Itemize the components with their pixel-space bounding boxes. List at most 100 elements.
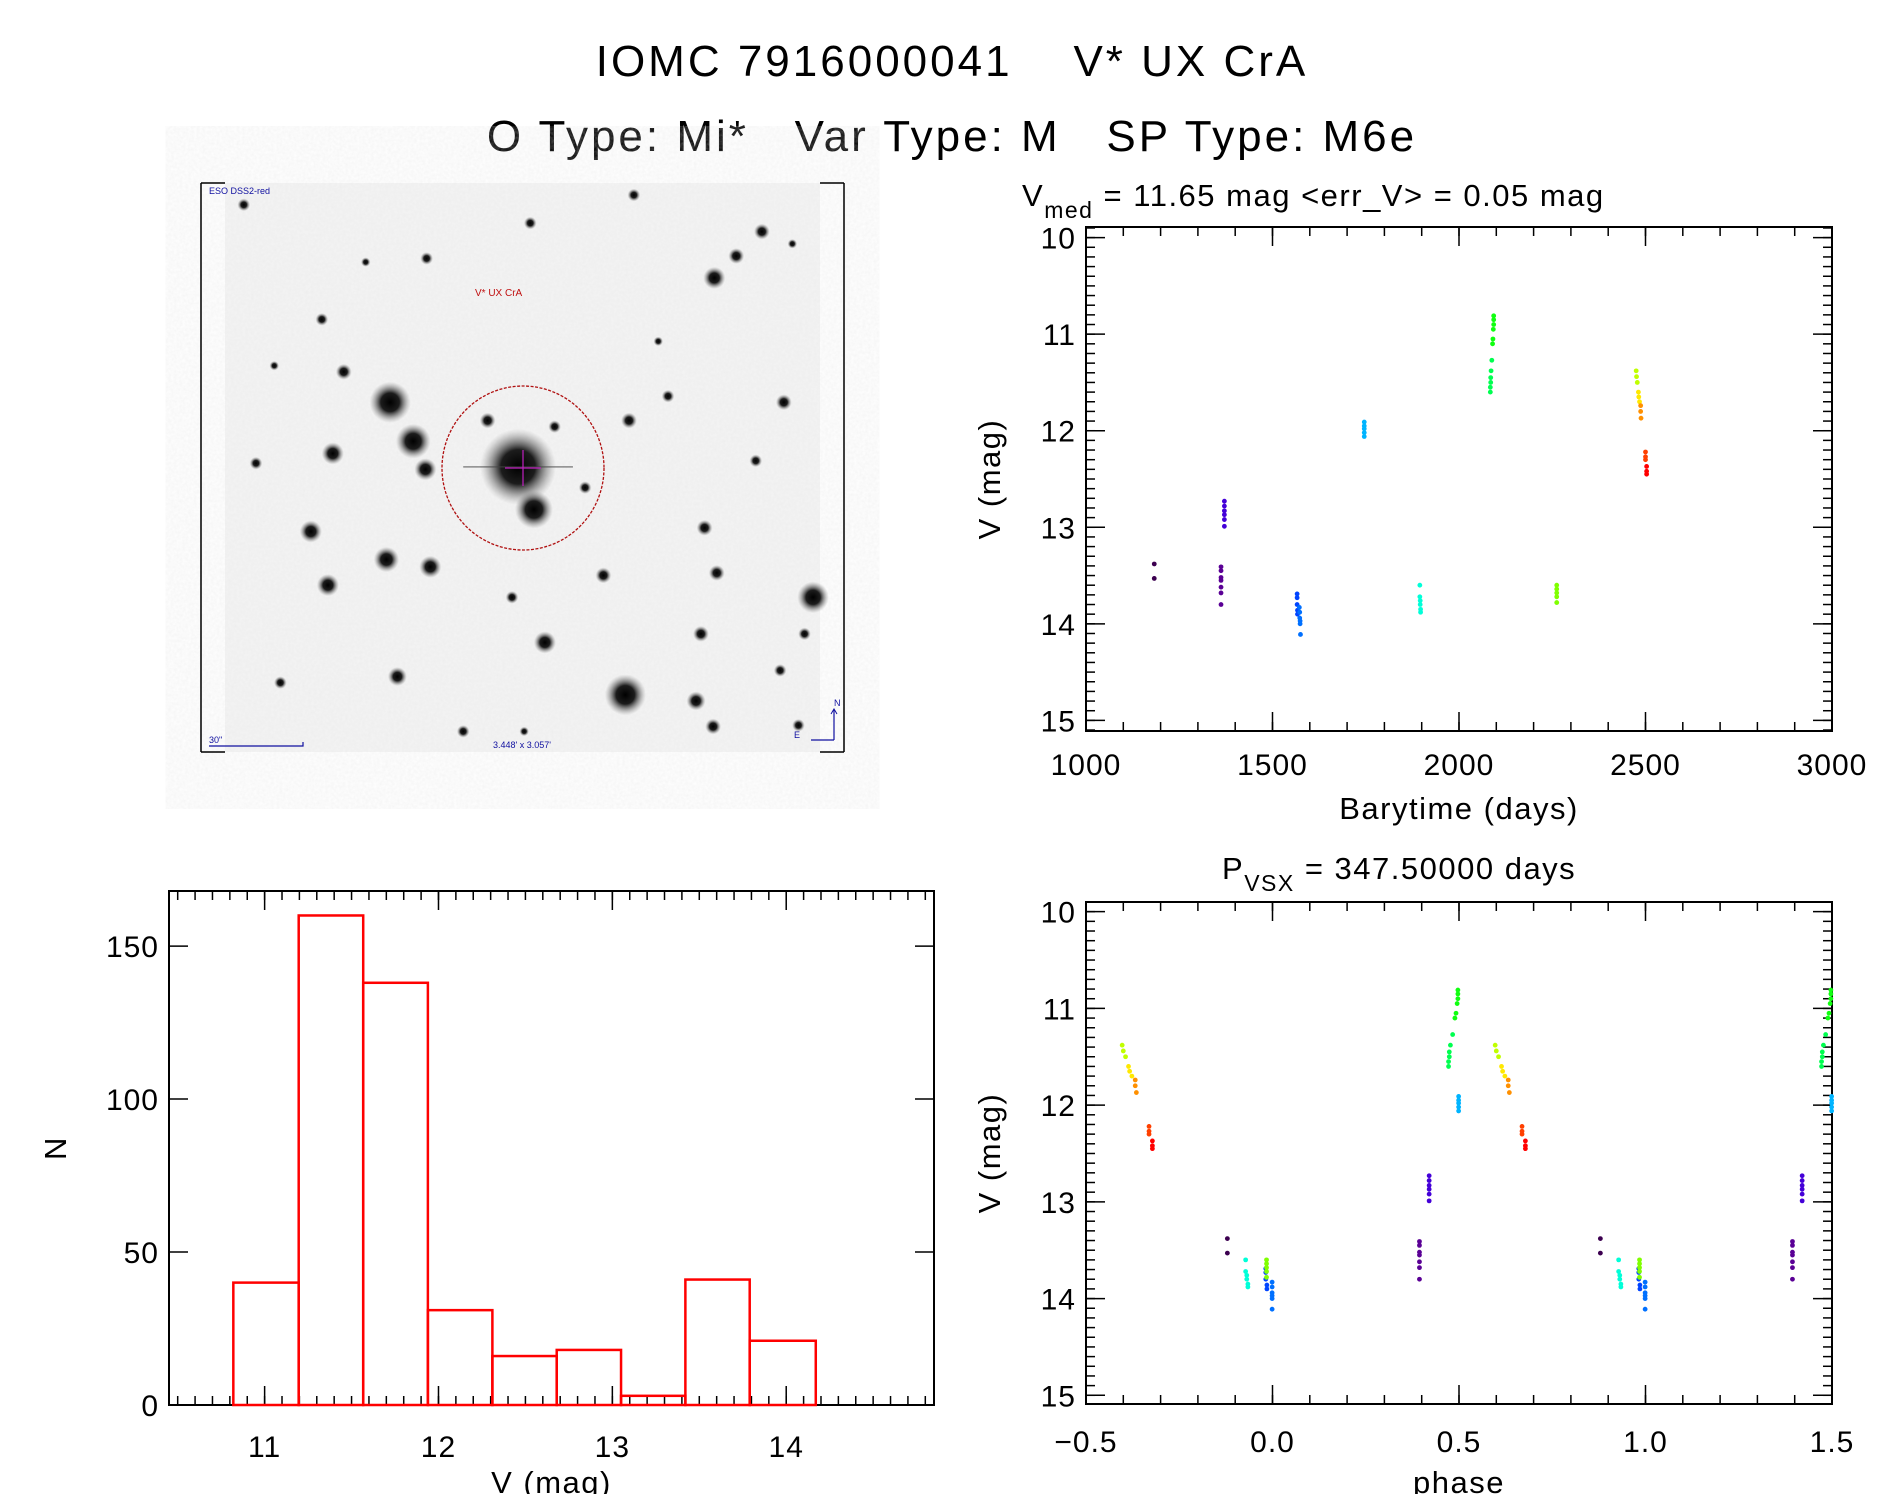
lightcurve-point [1218,584,1224,590]
lightcurve-y-tick-label: 11 [1043,319,1076,352]
lightcurve-point [1643,457,1648,463]
phased-x-tick-label: 1.5 [1810,1426,1855,1459]
lightcurve-point [1636,394,1642,400]
phased-point [1519,1131,1525,1137]
star [548,420,561,433]
phased-point [1456,1094,1462,1099]
phased-point [1642,1296,1648,1301]
histogram-plot: 11 12 13 14 0 50 100 150 V (mag) N [38,890,935,1494]
phased-point [1618,1284,1624,1290]
lightcurve-point [1418,609,1423,615]
lightcurve-point [1221,508,1227,514]
phased-point [1455,996,1461,1002]
phased-point [1417,1242,1422,1248]
lightcurve-title-rest: = 11.65 mag <err_V> = 0.05 mag [1093,178,1604,213]
phased-point [1454,1001,1460,1006]
histogram-bar [619,1394,687,1407]
phased-point [1790,1276,1795,1282]
phased-x-tick-label: 0.0 [1250,1426,1295,1459]
lightcurve-point [1488,368,1494,374]
phased-point [1450,1032,1456,1037]
phased-x-tick-label: 0.5 [1437,1426,1482,1459]
lightcurve-point [1221,512,1227,518]
star-field [237,188,829,738]
lightcurve-point [1643,449,1648,455]
lightcurve-x-tick-label: 1500 [1237,749,1308,782]
lightcurve-y-tick-label: 10 [1041,223,1076,256]
lightcurve-point [1490,341,1495,347]
histogram-bar [361,981,430,1407]
lightcurve-point [1151,561,1157,567]
star [321,442,344,465]
survey-label: ESO DSS2-red [209,186,270,196]
star [360,257,371,267]
phased-point [1492,1042,1498,1048]
phased-point [1269,1296,1275,1301]
phased-point [1426,1191,1432,1197]
phased-point [1493,1048,1499,1054]
phased-point [1790,1259,1795,1265]
lightcurve-point [1297,621,1303,627]
phased-point [1829,1108,1835,1114]
phased-point [1456,1100,1462,1106]
phased-point [1149,1138,1155,1144]
lightcurve-y-tick-label: 15 [1041,705,1076,738]
lightcurve-point [1218,602,1224,607]
phased-point [1637,1274,1642,1280]
star [420,252,433,265]
phased-point [1446,1059,1451,1064]
phased-point [1133,1090,1139,1095]
lightcurve-point [1417,602,1423,607]
histogram-bar [684,1278,751,1407]
lightcurve-point [1554,600,1560,605]
phased-point [1799,1186,1805,1192]
figure-title: IOMC 7916000041 V* UX CrA [596,37,1309,86]
phased-point [1642,1306,1648,1312]
phased-point [1455,987,1461,993]
phased-y-tick-label: 10 [1041,897,1076,930]
lightcurve-point [1218,577,1224,583]
phased-point [1790,1242,1795,1248]
phased-point [1799,1178,1805,1183]
star [519,726,529,737]
phased-point [1455,991,1461,997]
phased-point [1426,1183,1432,1188]
phased-point [1446,1049,1452,1055]
phased-point [1224,1250,1230,1256]
phased-point [1828,996,1834,1002]
star [653,336,664,347]
lightcurve-y-tick-label: 12 [1041,416,1076,449]
lightcurve-point [1554,586,1560,592]
star [627,188,641,202]
figure-subtitle: O Type: Mi* Var Type: M SP Type: M6e [487,112,1417,161]
lightcurve-point [1489,357,1495,363]
star [387,667,407,687]
phased-point [1264,1265,1269,1271]
phased-point [1637,1261,1642,1267]
phased-point [1819,1064,1824,1069]
lightcurve-point [1488,380,1494,385]
star [456,725,470,738]
phased-point [1264,1286,1270,1292]
phased-point [1616,1269,1622,1274]
star [749,454,763,468]
fov-label: 3.448' x 3.057' [493,740,551,750]
phased-point [1819,1054,1825,1060]
lightcurve-point [1361,430,1367,436]
lightcurve-point [1634,374,1639,380]
star [693,625,709,642]
phased-point [1617,1272,1623,1278]
lightcurve-point [1221,523,1227,529]
phased-point [1448,1042,1453,1048]
phased-point [1264,1261,1269,1267]
phased-point [1799,1183,1805,1188]
lightcurve-x-tick-label: 2000 [1424,749,1495,782]
phased-point [1127,1068,1133,1074]
lightcurve-point [1221,503,1227,509]
lightcurve-point [1490,326,1496,332]
lightcurve-point [1491,317,1497,323]
lightcurve-point [1218,564,1224,570]
phased-point [1146,1124,1152,1129]
lightcurve-y-axis-label: V (mag) [972,419,1007,540]
